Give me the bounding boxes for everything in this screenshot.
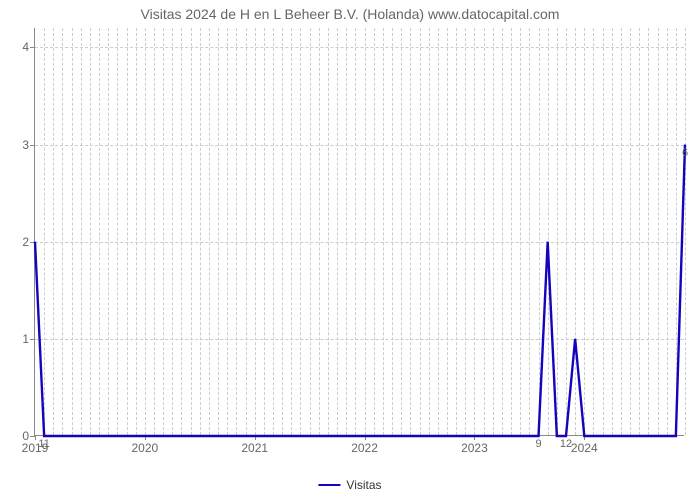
x-tick-label: 2024	[571, 435, 598, 455]
series-line	[35, 28, 685, 436]
y-tick-label: 1	[22, 332, 35, 346]
x-tick-label: 2020	[131, 435, 158, 455]
chart-container: Visitas 2024 de H en L Beheer B.V. (Hola…	[0, 0, 700, 500]
data-point-label: 12	[560, 438, 572, 450]
y-tick-label: 3	[22, 138, 35, 152]
data-point-label: 9	[535, 438, 541, 450]
x-tick-label: 2023	[461, 435, 488, 455]
plot-area: 01234201920202021202220232024119126	[34, 28, 684, 436]
y-tick-label: 2	[22, 235, 35, 249]
chart-title: Visitas 2024 de H en L Beheer B.V. (Hola…	[0, 0, 700, 22]
data-point-label: 6	[682, 147, 688, 159]
grid-vertical	[685, 28, 686, 435]
y-tick-label: 4	[22, 40, 35, 54]
x-tick-label: 2021	[241, 435, 268, 455]
x-tick-label: 2022	[351, 435, 378, 455]
data-point-label: 11	[38, 438, 49, 450]
legend: Visitas	[318, 478, 381, 492]
legend-swatch	[318, 484, 340, 487]
legend-label: Visitas	[346, 478, 381, 492]
